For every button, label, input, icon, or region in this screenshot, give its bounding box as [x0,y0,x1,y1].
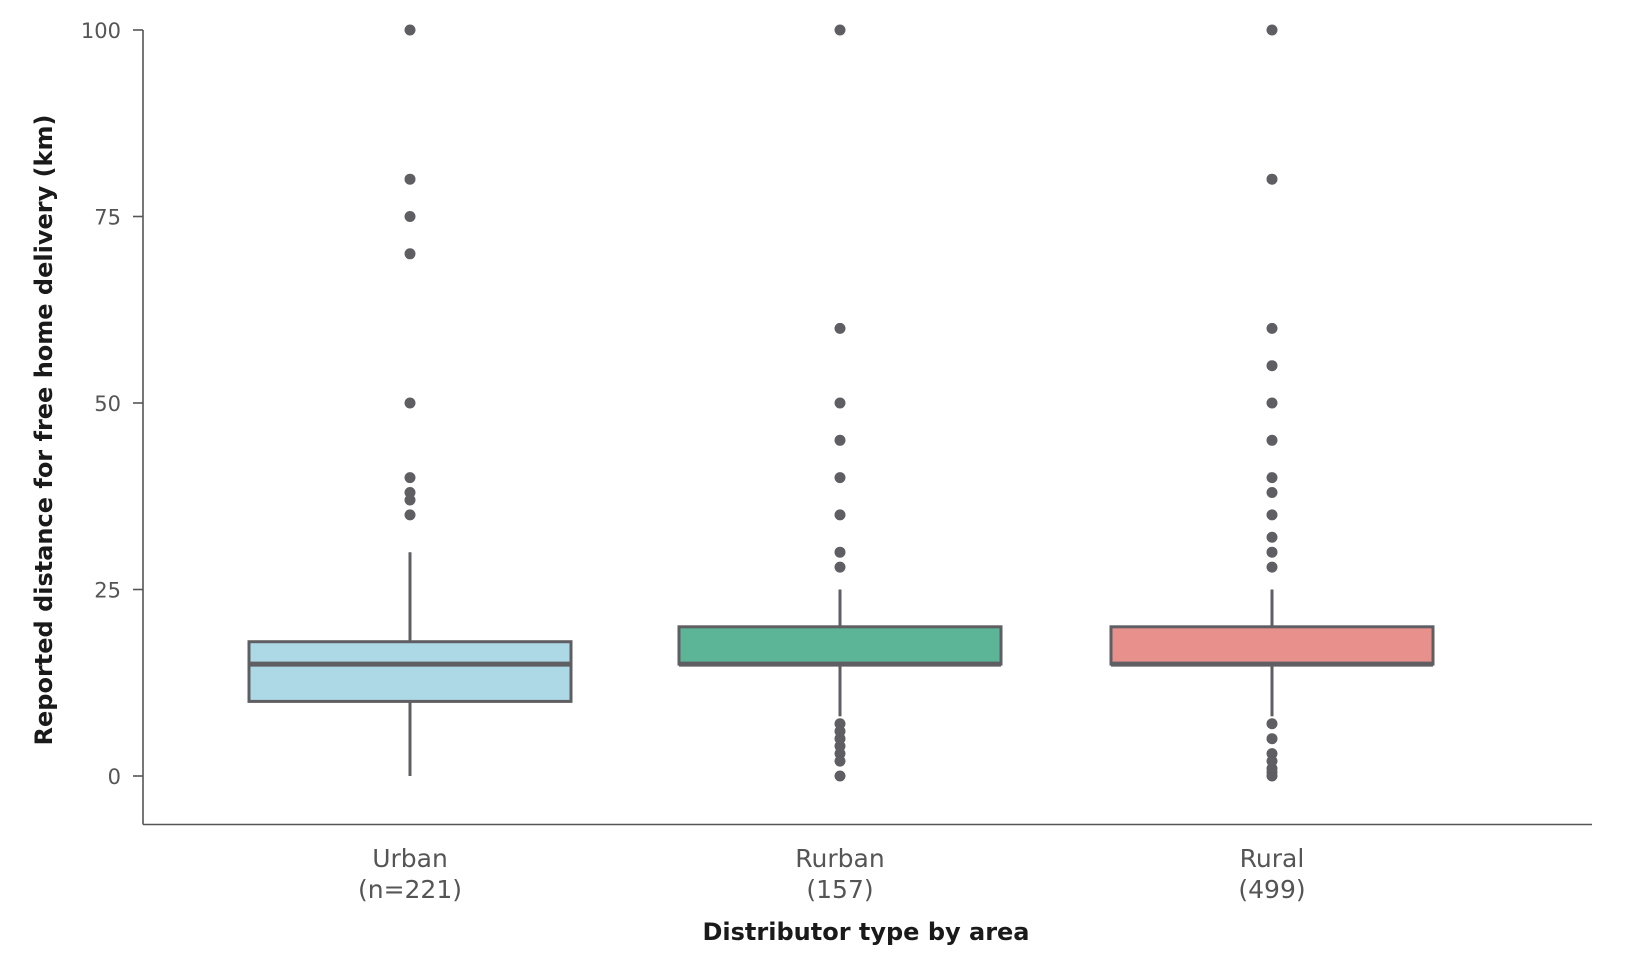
outlier-point [1266,397,1278,409]
x-tick-count-label: (157) [806,875,873,904]
outlier-point [1266,24,1278,36]
outlier-point [1266,472,1278,484]
outlier-point [834,472,846,484]
outlier-point [834,397,846,409]
outlier-point [404,211,416,222]
outlier-point [1266,322,1278,334]
outlier-point [834,434,846,446]
x-tick-count-label: (499) [1238,875,1305,904]
iqr-box [247,640,573,703]
box-rural: Rural(499) [1109,24,1435,904]
outlier-point [834,24,846,36]
box-rurban: Rurban(157) [677,24,1003,904]
y-tick-label: 75 [94,206,121,230]
x-tick-label: Urban [372,844,448,873]
outlier-point [834,718,846,730]
box-urban: Urban(n=221) [247,24,573,904]
outlier-point [404,248,416,260]
outlier-point [1266,509,1278,521]
y-tick-label: 100 [81,19,121,43]
outlier-point [1266,487,1278,499]
outlier-point [834,561,846,573]
x-axis-title: Distributor type by area [703,918,1030,946]
outlier-point [1266,561,1278,573]
outlier-point [834,770,846,782]
y-tick-label: 50 [94,392,121,416]
outlier-point [404,487,416,499]
outlier-point [1266,748,1278,760]
iqr-box [677,625,1003,666]
outlier-point [1266,531,1278,543]
outlier-point [404,397,416,409]
boxes-group: Urban(n=221) Rurban(157) Rural(499) [247,24,1435,904]
outlier-point [1266,718,1278,730]
iqr-box [1109,625,1435,666]
y-axis: 0 25 50 75 100 [81,19,144,825]
outlier-point [404,509,416,521]
outlier-point [834,322,846,334]
outlier-point [1266,173,1278,185]
outlier-point [1266,434,1278,446]
outlier-point [404,472,416,484]
outlier-point [404,173,416,185]
outlier-point [834,546,846,558]
y-tick-label: 25 [94,579,121,603]
outlier-point [1266,733,1278,745]
x-tick-count-label: (n=221) [358,875,462,904]
y-axis-title: Reported distance for free home delivery… [30,115,58,746]
y-tick-label: 0 [108,765,121,789]
x-tick-label: Rural [1240,844,1305,873]
outlier-point [1266,360,1278,372]
outlier-point [1266,546,1278,558]
outlier-point [834,509,846,521]
outlier-point [404,24,416,36]
x-tick-label: Rurban [795,844,884,873]
